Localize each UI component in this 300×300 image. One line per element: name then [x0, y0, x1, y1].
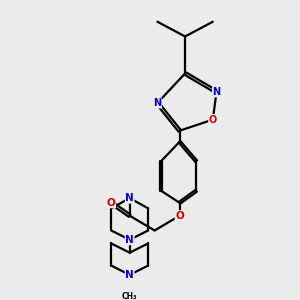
Text: N: N [125, 193, 134, 203]
Text: O: O [209, 115, 217, 124]
Text: O: O [175, 211, 184, 221]
Text: N: N [212, 87, 220, 97]
Text: N: N [125, 270, 134, 280]
Text: O: O [107, 198, 116, 208]
Text: N: N [153, 98, 161, 108]
Text: N: N [125, 235, 134, 245]
Text: CH₃: CH₃ [122, 292, 137, 300]
